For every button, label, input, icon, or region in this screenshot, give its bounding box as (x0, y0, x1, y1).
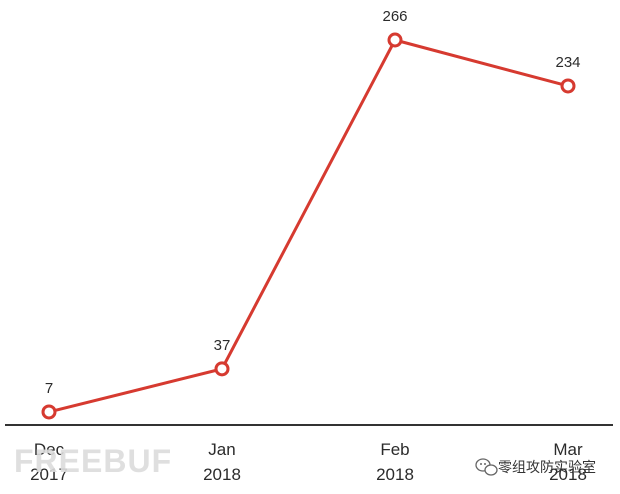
x-axis-ticks: Dec 2017 Jan 2018 Feb 2018 Mar 2018 (30, 440, 587, 484)
data-label-feb-2018: 266 (382, 8, 407, 25)
x-tick-month: Mar (553, 440, 583, 459)
x-tick-year: 2018 (549, 465, 587, 484)
wechat-watermark: 零组攻防实验室 (475, 458, 596, 476)
x-tick-month: Dec (34, 440, 65, 459)
x-tick-label-jan-2018: Jan 2018 (203, 440, 241, 484)
data-label-jan-2018: 37 (214, 337, 231, 354)
data-point-dec-2017 (41, 404, 57, 420)
freebuf-watermark: FREEBUF (14, 443, 172, 479)
data-point-mar-2018 (560, 78, 576, 94)
plot-area: 7 37 266 234 (41, 8, 581, 420)
x-tick-label-mar-2018: Mar 2018 (549, 440, 587, 484)
data-point-feb-2018 (387, 32, 403, 48)
wechat-icon (475, 458, 498, 476)
x-tick-label-dec-2017: Dec 2017 (30, 440, 68, 484)
wechat-watermark-text: 零组攻防实验室 (498, 459, 596, 476)
data-label-mar-2018: 234 (555, 54, 580, 71)
x-tick-label-feb-2018: Feb 2018 (376, 440, 414, 484)
x-tick-month: Jan (208, 440, 235, 459)
data-label-dec-2017: 7 (45, 380, 53, 397)
series-line-segment-3 (393, 38, 570, 88)
series-line-segment-2 (220, 38, 397, 371)
data-point-jan-2018 (214, 361, 230, 377)
x-tick-year: 2018 (376, 465, 414, 484)
x-tick-month: Feb (380, 440, 409, 459)
x-tick-year: 2018 (203, 465, 241, 484)
x-tick-year: 2017 (30, 465, 68, 484)
freebuf-watermark-text: FREEBUF (14, 443, 172, 479)
series-line-segment-1 (47, 367, 224, 414)
